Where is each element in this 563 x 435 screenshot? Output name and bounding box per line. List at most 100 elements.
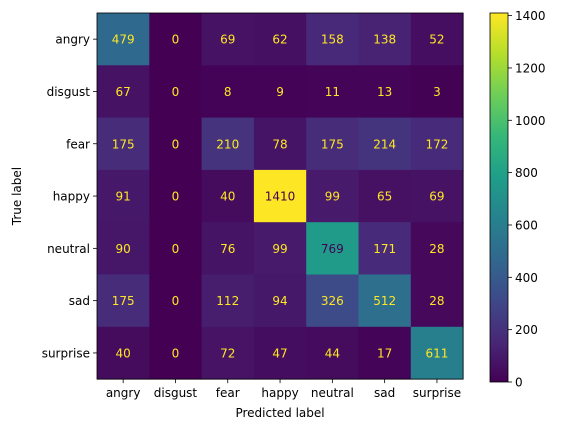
colorbar-tick-label: 400 [515, 271, 538, 285]
colorbar-axis: 0 200 400 600 800 1000 1200 1400 [508, 9, 546, 390]
cell-value-label: 17 [377, 346, 392, 360]
cell-value-label: 69 [220, 33, 235, 47]
heatmap-cell [97, 117, 150, 171]
heatmap-cell [149, 117, 203, 171]
heatmap-cell [253, 274, 307, 328]
heatmap-cell [358, 222, 412, 275]
cell-value-label: 0 [172, 294, 180, 308]
heatmap-cell [149, 13, 203, 66]
heatmap-cell [253, 222, 307, 275]
heatmap-cell [410, 274, 464, 328]
cell-value-label: 512 [373, 294, 396, 308]
colorbar-tick-label: 200 [515, 323, 538, 337]
heatmap-cell [358, 274, 412, 328]
cell-value-label: 52 [429, 33, 444, 47]
cell-value-label: 138 [373, 33, 396, 47]
heatmap-cell [149, 169, 203, 223]
heatmap-cell [410, 117, 464, 171]
colorbar [489, 12, 509, 383]
cell-value-label: 0 [172, 346, 180, 360]
x-axis-label: Predicted label [235, 406, 324, 420]
cell-value-label: 44 [325, 346, 340, 360]
heatmap-cell [201, 13, 255, 66]
cell-value-label: 99 [272, 242, 287, 256]
cell-value-label: 171 [373, 242, 396, 256]
cell-value-label: 326 [321, 294, 344, 308]
heatmap-cell [149, 65, 203, 119]
cell-value-label: 91 [116, 190, 131, 204]
heatmap-cell [358, 326, 412, 380]
cell-value-label: 62 [272, 33, 287, 47]
heatmap-cell [149, 222, 203, 275]
heatmap-cell [97, 169, 150, 223]
cell-value-label: 479 [112, 33, 135, 47]
cell-value-label: 3 [433, 85, 441, 99]
x-tick-label: angry [106, 386, 141, 400]
colorbar-tick-label: 600 [515, 218, 538, 232]
heatmap-cell [201, 169, 255, 223]
heatmap-cell [358, 117, 412, 171]
heatmap-cell [306, 326, 359, 380]
cell-value-label: 99 [325, 190, 340, 204]
heatmap-cell [410, 65, 464, 119]
x-tick-label: happy [261, 386, 298, 400]
cell-value-label: 40 [116, 346, 131, 360]
heatmap-cell [306, 13, 359, 66]
cell-value-label: 11 [325, 85, 340, 99]
cell-value-label: 0 [172, 242, 180, 256]
heatmap-cell [97, 326, 150, 380]
cell-value-label: 175 [112, 294, 135, 308]
colorbar-tick-label: 800 [515, 166, 538, 180]
y-tick-label: sad [69, 294, 90, 308]
heatmap-cell [201, 274, 255, 328]
heatmap-cell [97, 13, 150, 66]
heatmap-cell [410, 13, 464, 66]
heatmap-cell [201, 222, 255, 275]
heatmap-cell [97, 274, 150, 328]
cell-value-label: 1410 [265, 190, 296, 204]
cell-value-label: 0 [172, 33, 180, 47]
cell-value-label: 158 [321, 33, 344, 47]
cell-value-label: 69 [429, 190, 444, 204]
cell-value-label: 28 [429, 242, 444, 256]
cell-value-label: 78 [272, 137, 287, 151]
heatmap-cell [306, 222, 359, 275]
cell-value-label: 9 [276, 85, 284, 99]
x-axis: angry disgust fear happy neutral sad surprise [106, 379, 461, 400]
cell-value-label: 611 [425, 346, 448, 360]
cell-value-label: 210 [216, 137, 239, 151]
heatmap-cell [149, 326, 203, 380]
heatmap-cell [201, 326, 255, 380]
cell-value-label: 90 [116, 242, 131, 256]
heatmap-cell [97, 222, 150, 275]
heatmap-cell [410, 326, 464, 380]
cell-value-label: 72 [220, 346, 235, 360]
cell-value-label: 175 [321, 137, 344, 151]
colorbar-tick-label: 1200 [515, 61, 546, 75]
heatmap-cell [358, 169, 412, 223]
heatmap-cell [306, 117, 359, 171]
heatmap-cell [253, 326, 307, 380]
y-axis: angry disgust fear happy neutral sad surprise [42, 33, 97, 360]
x-tick-label: disgust [154, 386, 198, 400]
y-tick-label: angry [55, 33, 90, 47]
heatmap-cell [253, 117, 307, 171]
cell-value-label: 0 [172, 85, 180, 99]
colorbar-tick-label: 0 [515, 376, 523, 390]
heatmap-cell [253, 169, 307, 223]
heatmap-cell [201, 65, 255, 119]
cell-value-label: 112 [216, 294, 239, 308]
heatmap-cell [358, 65, 412, 119]
cell-value-label: 28 [429, 294, 444, 308]
heatmap-cell [201, 117, 255, 171]
x-tick-label: neutral [311, 386, 354, 400]
x-tick-label: sad [374, 386, 395, 400]
y-tick-label: neutral [47, 242, 90, 256]
cell-value-label: 40 [220, 190, 235, 204]
cell-value-label: 13 [377, 85, 392, 99]
x-tick-label: surprise [413, 386, 461, 400]
heatmap-cell [306, 274, 359, 328]
cell-value-label: 67 [116, 85, 131, 99]
